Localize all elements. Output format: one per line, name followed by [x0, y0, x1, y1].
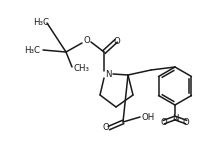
Text: O: O [103, 124, 109, 132]
Text: O: O [114, 37, 120, 45]
Text: H₃C: H₃C [33, 18, 49, 27]
Text: CH₃: CH₃ [73, 63, 89, 72]
Text: H₃C: H₃C [24, 45, 40, 54]
Text: O: O [161, 118, 167, 126]
Text: OH: OH [141, 113, 154, 122]
Text: N: N [172, 114, 178, 123]
Text: N: N [105, 69, 111, 78]
Text: O: O [84, 36, 90, 44]
Text: O: O [183, 118, 189, 126]
